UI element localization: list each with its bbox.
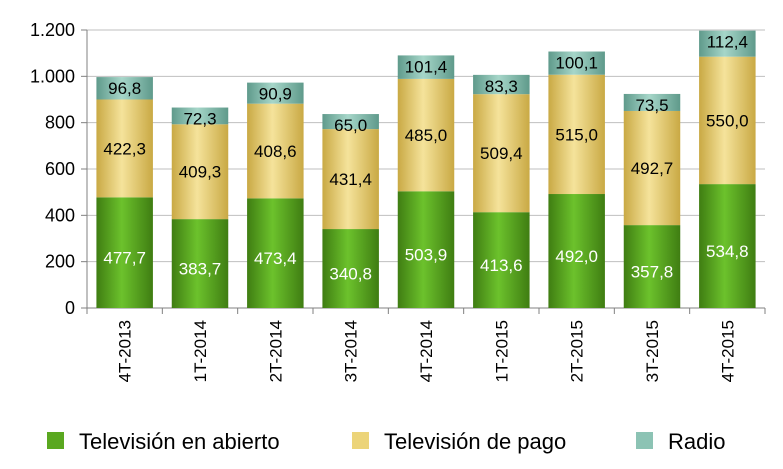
legend-label: Televisión de pago <box>384 429 566 454</box>
bar-segment <box>247 103 304 199</box>
data-label: 509,4 <box>480 144 523 163</box>
x-tick-label: 3T-2014 <box>342 320 361 382</box>
legend-swatch <box>352 432 369 449</box>
bar-segment <box>96 77 153 100</box>
bar-segment <box>397 78 455 192</box>
x-tick-label: 1T-2014 <box>191 320 210 382</box>
legend: Televisión en abierto Televisión de pago R… <box>47 429 725 454</box>
data-label: 100,1 <box>555 54 598 73</box>
data-labels: 477,7 422,3 96,8 383,7 409,3 72,3 473,4 408,6 90… <box>103 33 748 284</box>
data-label: 383,7 <box>179 260 222 279</box>
x-tick-label: 4T-2013 <box>116 320 135 382</box>
bar-segment <box>322 229 379 308</box>
bar-segment <box>473 94 530 213</box>
data-label: 473,4 <box>254 249 297 268</box>
bar-segment <box>96 197 153 308</box>
x-tick-label: 2T-2014 <box>266 320 285 382</box>
bar-segment <box>473 74 530 95</box>
y-tick-label: 600 <box>45 159 75 179</box>
data-label: 534,8 <box>706 242 749 261</box>
bar-segment <box>473 212 530 308</box>
data-label: 431,4 <box>329 170 372 189</box>
data-label: 101,4 <box>405 57 448 76</box>
data-label: 408,6 <box>254 142 297 161</box>
bar-segment <box>322 114 379 130</box>
data-label: 73,5 <box>635 96 668 115</box>
data-label: 503,9 <box>405 246 448 265</box>
legend-label: Radio <box>668 429 725 454</box>
legend-swatch <box>47 432 64 449</box>
bar-segment <box>397 55 455 79</box>
data-label: 515,0 <box>555 125 598 144</box>
data-label: 492,7 <box>631 159 674 178</box>
legend-swatch <box>636 432 653 449</box>
y-tick-label: 400 <box>45 205 75 225</box>
x-tick-label: 3T-2015 <box>643 320 662 382</box>
bar-segment <box>548 51 605 75</box>
data-label: 340,8 <box>329 265 372 284</box>
y-tick-label: 1.200 <box>30 20 75 40</box>
x-tick-label: 1T-2015 <box>492 320 511 382</box>
bar-segment <box>623 225 681 308</box>
data-label: 413,6 <box>480 256 523 275</box>
bars <box>96 30 756 308</box>
data-label: 83,3 <box>485 77 518 96</box>
x-tick-label: 2T-2015 <box>568 320 587 382</box>
data-label: 72,3 <box>183 110 216 129</box>
y-tick-label: 800 <box>45 113 75 133</box>
data-label: 409,3 <box>179 163 222 182</box>
bar-segment <box>548 194 605 308</box>
bar-segment <box>322 129 379 230</box>
bar-segment <box>171 124 229 220</box>
data-label: 65,0 <box>334 116 367 135</box>
bar-segment <box>623 93 681 111</box>
bar-segment <box>548 74 605 195</box>
bar-segment <box>247 82 304 104</box>
bar-segment <box>247 198 304 308</box>
data-label: 112,4 <box>707 33 748 52</box>
x-tick-label: 4T-2014 <box>417 320 436 382</box>
bar-segment <box>171 219 229 308</box>
bar-segment <box>96 99 153 198</box>
data-label: 485,0 <box>405 126 448 145</box>
data-label: 90,9 <box>259 85 292 104</box>
data-label: 477,7 <box>103 249 146 268</box>
x-tick-label: 4T-2015 <box>718 320 737 382</box>
bar-segment <box>397 191 455 308</box>
data-label: 550,0 <box>706 111 749 130</box>
y-tick-label: 200 <box>45 252 75 272</box>
axes: 0 200 400 600 800 1.000 1.200 4T-2013 1T-2014 2T-… <box>30 20 766 382</box>
bar-segment <box>699 184 756 308</box>
data-label: 96,8 <box>108 79 141 98</box>
bar-segment <box>623 110 681 226</box>
data-label: 422,3 <box>103 139 146 158</box>
bar-segment <box>171 107 229 125</box>
legend-label: Televisión en abierto <box>79 429 280 454</box>
data-label: 357,8 <box>631 263 674 282</box>
bar-segment <box>699 56 756 185</box>
bar-segment <box>699 30 756 57</box>
y-tick-label: 0 <box>65 298 75 318</box>
y-tick-label: 1.000 <box>30 66 75 86</box>
data-label: 492,0 <box>555 247 598 266</box>
